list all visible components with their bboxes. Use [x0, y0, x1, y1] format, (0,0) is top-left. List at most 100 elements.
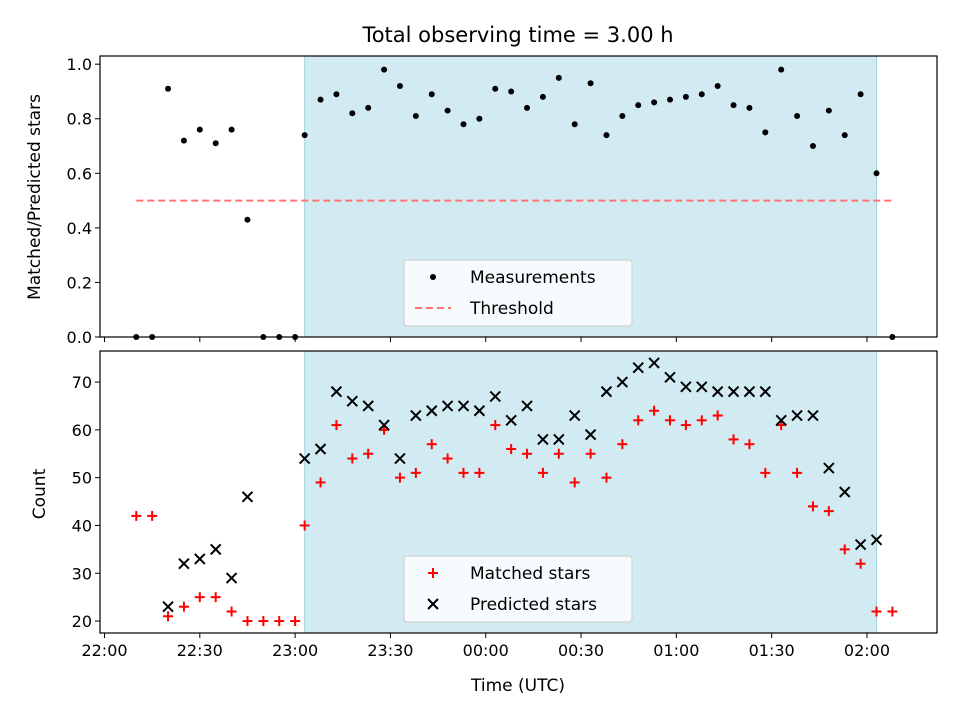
- cross-b: [696, 381, 708, 393]
- matched-star-point: [728, 434, 739, 445]
- matched-star-point: [649, 405, 660, 416]
- predicted-star-point: [743, 385, 756, 398]
- cross-b: [727, 385, 740, 398]
- measurement-point: [730, 102, 737, 109]
- matched-star-point: [274, 616, 285, 627]
- matched-star-point: [490, 420, 501, 431]
- predicted-star-point: [314, 443, 327, 455]
- predicted-star-point: [664, 371, 676, 383]
- matched-star-point: [331, 420, 342, 431]
- measurement-point: [508, 88, 515, 95]
- cross-b: [648, 357, 660, 369]
- cross-b: [427, 598, 439, 610]
- matched-star-point: [665, 415, 676, 426]
- legend-box: [403, 555, 633, 623]
- cross-b: [839, 486, 851, 498]
- measurement-point: [539, 93, 546, 100]
- predicted-star-point: [521, 400, 533, 412]
- cross-b: [664, 371, 676, 383]
- legend-label: Measurements: [470, 268, 596, 288]
- matched-star-point: [394, 472, 405, 483]
- predicted-star-point: [584, 428, 597, 441]
- measurement-point: [841, 132, 848, 139]
- measurement-point: [165, 85, 172, 92]
- predicted-star-point: [600, 385, 613, 398]
- measurement-point: [794, 113, 801, 120]
- cross-b: [584, 428, 597, 441]
- predicted-star-point: [807, 409, 819, 422]
- cross-b: [854, 538, 867, 551]
- measurement-point: [698, 91, 705, 98]
- measurement-point: [667, 96, 674, 103]
- matched-star-point: [290, 616, 301, 627]
- predicted-star-point: [225, 572, 238, 584]
- predicted-star-point: [410, 409, 422, 422]
- predicted-star-point: [854, 538, 867, 551]
- x-tick-label: 01:30: [749, 641, 795, 660]
- measurement-point: [228, 126, 235, 133]
- predicted-star-point: [194, 553, 206, 565]
- measurement-point: [365, 104, 372, 111]
- predicted-star-point: [616, 376, 629, 388]
- cross-b: [441, 400, 454, 412]
- matched-star-point: [242, 616, 253, 627]
- bottom-y-axis-label: Count: [30, 468, 50, 519]
- predicted-star-point: [394, 452, 406, 465]
- measurement-point: [301, 132, 308, 139]
- x-tick-label: 00:00: [463, 641, 509, 660]
- measurement-point: [778, 66, 785, 73]
- matched-star-point: [871, 606, 882, 617]
- measurement-point: [396, 83, 403, 90]
- cross-b: [791, 409, 803, 422]
- matched-star-point: [792, 467, 803, 478]
- cross-b: [362, 400, 374, 412]
- matched-star-point: [887, 606, 898, 617]
- matched-star-point: [379, 424, 390, 435]
- matched-star-point: [522, 448, 533, 459]
- measurement-point: [333, 91, 340, 98]
- measurement-point: [571, 121, 578, 128]
- predicted-star-point: [426, 405, 438, 417]
- cross-b: [457, 400, 470, 412]
- measurement-point: [212, 140, 219, 147]
- matched-star-point: [585, 448, 596, 459]
- cross-b: [314, 443, 327, 455]
- matched-star-point: [553, 448, 564, 459]
- cross-b: [616, 376, 629, 388]
- measurement-point: [349, 110, 356, 117]
- measurement-point: [619, 113, 626, 120]
- predicted-star-point: [632, 362, 644, 374]
- y-tick-label: 0.2: [67, 273, 92, 292]
- measurement-point: [381, 66, 388, 73]
- matched-star-point: [210, 592, 221, 603]
- cross-b: [194, 553, 206, 565]
- cross-b: [775, 414, 787, 427]
- predicted-star-point: [568, 409, 581, 422]
- measurement-point: [635, 102, 642, 109]
- matched-star-point: [458, 467, 469, 478]
- y-tick-label: 40: [72, 516, 92, 535]
- matched-star-point: [569, 477, 580, 488]
- cross-b: [743, 385, 756, 398]
- legend-label: Threshold: [469, 299, 554, 319]
- predicted-star-point: [696, 381, 708, 393]
- measurement-point: [492, 85, 499, 92]
- y-tick-label: 1.0: [67, 55, 92, 74]
- measurement-point: [317, 96, 324, 103]
- predicted-star-point: [178, 557, 190, 570]
- cross-b: [225, 572, 238, 584]
- cross-b: [346, 395, 359, 407]
- matched-star-point: [299, 520, 310, 531]
- x-tick-label: 22:00: [81, 641, 127, 660]
- y-tick-label: 50: [72, 469, 92, 488]
- matched-star-point: [712, 410, 723, 421]
- chart-marks: 0.0 0.2 0.4 0.6 0.8 1.0 Measurements Threshold 2…: [67, 55, 938, 660]
- predicted-star-point: [727, 385, 740, 398]
- legend-plus-icon: [428, 568, 438, 578]
- legend-0: Measurements Threshold: [403, 259, 633, 327]
- y-tick-label: 20: [72, 612, 92, 631]
- matched-star-point: [147, 510, 158, 521]
- y-tick-label: 60: [72, 421, 92, 440]
- y-tick-label: 0.0: [67, 328, 92, 347]
